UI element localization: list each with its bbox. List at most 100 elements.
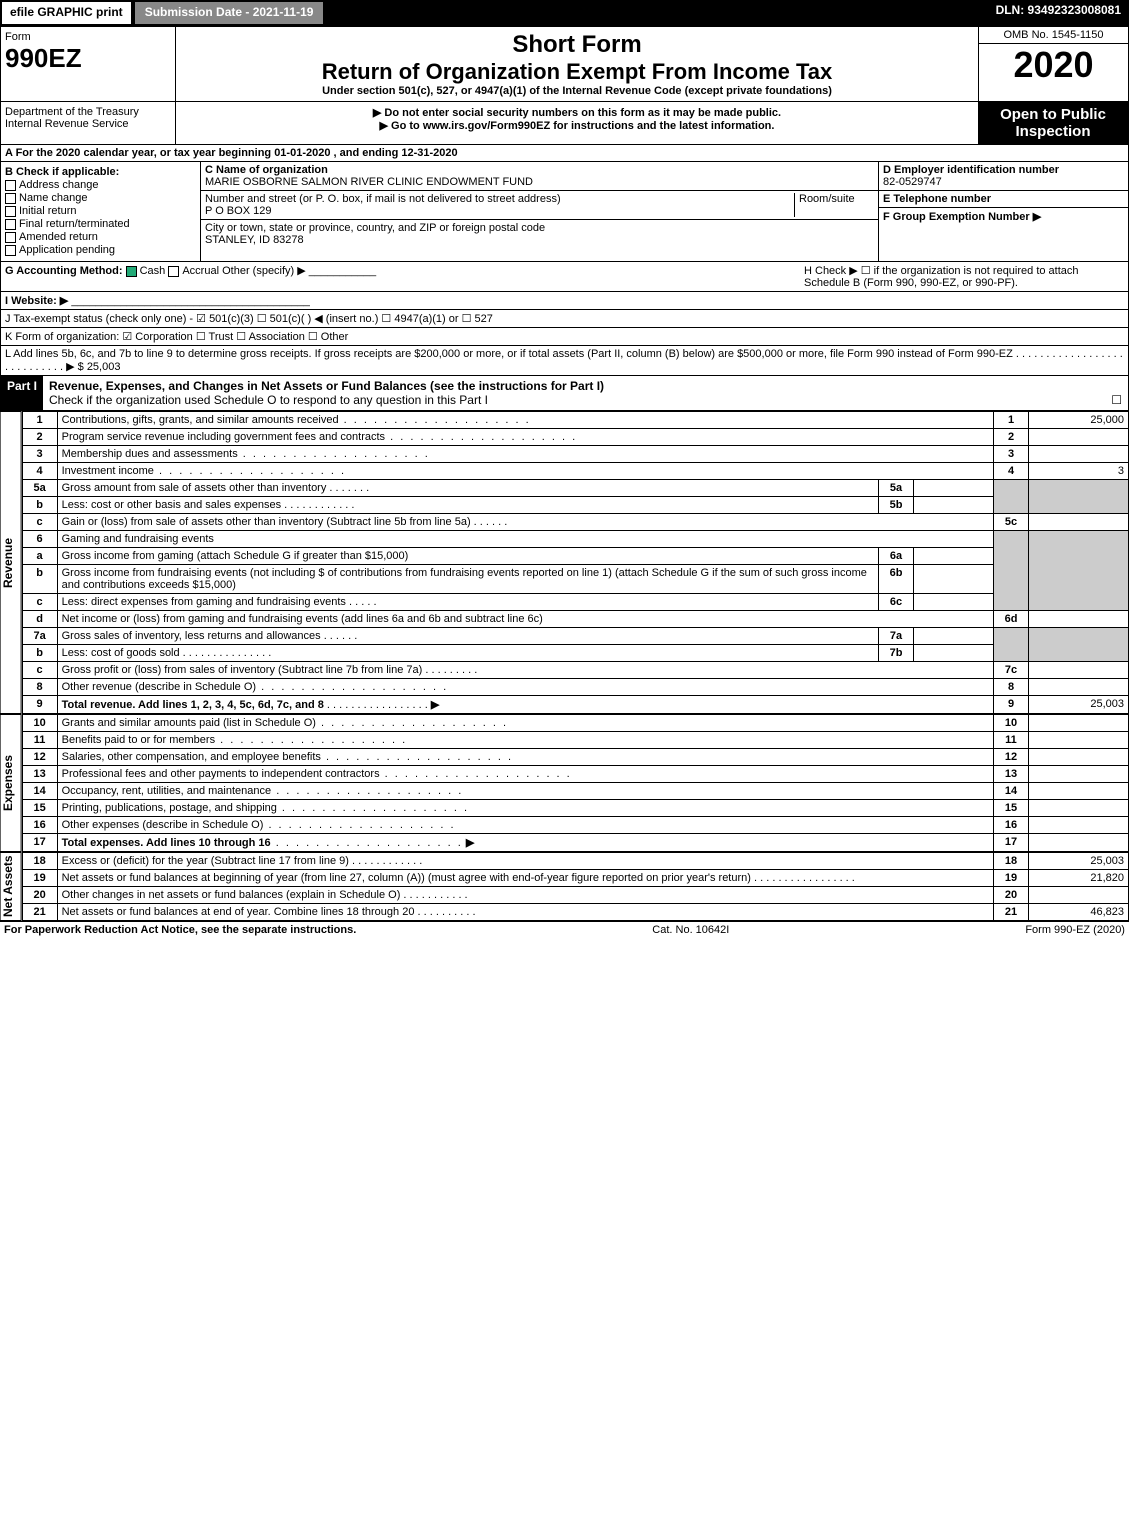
chk-name-change[interactable]: Name change (5, 192, 196, 204)
line6b-sub: 6b (879, 565, 914, 594)
line6c-text: Less: direct expenses from gaming and fu… (62, 596, 346, 608)
line6d-amt (1029, 611, 1129, 628)
ssn-warning: ▶ Do not enter social security numbers o… (180, 106, 974, 119)
line16-text: Other expenses (describe in Schedule O) (62, 819, 264, 831)
line5a-sub: 5a (879, 480, 914, 497)
line5b-amt (914, 497, 994, 514)
chk-cash[interactable] (126, 266, 137, 277)
expenses-table: 10 Grants and similar amounts paid (list … (22, 714, 1129, 852)
part1-checkbox[interactable]: ☐ (1111, 393, 1122, 407)
line8-text: Other revenue (describe in Schedule O) (62, 681, 256, 693)
line12-amt (1029, 749, 1129, 766)
line6-text: Gaming and fundraising events (57, 531, 993, 548)
revenue-section-label: Revenue (0, 411, 22, 714)
chk-address-change[interactable]: Address change (5, 179, 196, 191)
arrow-icon: ▶ (466, 837, 474, 849)
line11-num: 11 (994, 732, 1029, 749)
line9-text: Total revenue. Add lines 1, 2, 3, 4, 5c,… (62, 699, 324, 711)
ein: 82-0529747 (883, 176, 942, 188)
chk-amended-return[interactable]: Amended return (5, 231, 196, 243)
line-g-h: G Accounting Method: Cash Accrual Other … (0, 262, 1129, 292)
chk-application-pending[interactable]: Application pending (5, 244, 196, 256)
line10-text: Grants and similar amounts paid (list in… (62, 717, 316, 729)
open-inspection: Open to Public Inspection (978, 102, 1128, 144)
line14-text: Occupancy, rent, utilities, and maintena… (62, 785, 272, 797)
line21-amt: 46,823 (1029, 904, 1129, 921)
line4-text: Investment income (62, 465, 154, 477)
line8-amt (1029, 679, 1129, 696)
line17-text: Total expenses. Add lines 10 through 16 (62, 837, 271, 849)
city-label: City or town, state or province, country… (205, 222, 545, 234)
line6d-num: 6d (994, 611, 1029, 628)
line6c-sub: 6c (879, 594, 914, 611)
line21-text: Net assets or fund balances at end of ye… (62, 906, 415, 918)
line6a-sub: 6a (879, 548, 914, 565)
efile-print-button[interactable]: efile GRAPHIC print (0, 0, 133, 26)
line-l: L Add lines 5b, 6c, and 7b to line 9 to … (0, 346, 1129, 376)
line7c-text: Gross profit or (loss) from sales of inv… (62, 664, 423, 676)
line4-num: 4 (994, 463, 1029, 480)
netassets-table: 18Excess or (deficit) for the year (Subt… (22, 852, 1129, 921)
line10-amt (1029, 715, 1129, 732)
omb-number: OMB No. 1545-1150 (979, 27, 1128, 44)
line10-num: 10 (994, 715, 1029, 732)
chk-final-return[interactable]: Final return/terminated (5, 218, 196, 230)
line11-text: Benefits paid to or for members (62, 734, 215, 746)
part1-check-text: Check if the organization used Schedule … (49, 393, 488, 407)
line9-amt: 25,003 (1029, 696, 1129, 714)
l-amount: ▶ $ 25,003 (66, 361, 120, 373)
line8-num: 8 (994, 679, 1029, 696)
d-label: D Employer identification number (883, 164, 1059, 176)
g-label: G Accounting Method: (5, 265, 123, 277)
line2-num: 2 (994, 429, 1029, 446)
dln: DLN: 93492323008081 (988, 0, 1129, 26)
dept-row: Department of the Treasury Internal Reve… (0, 102, 1129, 145)
part1-label: Part I (1, 376, 43, 410)
line4-amt: 3 (1029, 463, 1129, 480)
form-header: Form 990EZ Short Form Return of Organiza… (0, 26, 1129, 102)
line20-text: Other changes in net assets or fund bala… (62, 889, 401, 901)
top-bar: efile GRAPHIC print Submission Date - 20… (0, 0, 1129, 26)
line6c-amt (914, 594, 994, 611)
chk-accrual[interactable] (168, 266, 179, 277)
line5c-amt (1029, 514, 1129, 531)
line16-amt (1029, 817, 1129, 834)
line6d-text: Net income or (loss) from gaming and fun… (57, 611, 993, 628)
line7c-num: 7c (994, 662, 1029, 679)
right-col: D Employer identification number 82-0529… (878, 162, 1128, 261)
line9-num: 9 (994, 696, 1029, 714)
line19-text: Net assets or fund balances at beginning… (62, 872, 751, 884)
line5b-text: Less: cost or other basis and sales expe… (62, 499, 282, 511)
goto-link[interactable]: ▶ Go to www.irs.gov/Form990EZ for instru… (180, 119, 974, 132)
org-name: MARIE OSBORNE SALMON RIVER CLINIC ENDOWM… (205, 176, 533, 188)
line7a-sub: 7a (879, 628, 914, 645)
line7c-amt (1029, 662, 1129, 679)
line-j: J Tax-exempt status (check only one) - ☑… (0, 310, 1129, 328)
b-title: B Check if applicable: (5, 166, 119, 178)
other-label: Other (specify) ▶ (222, 265, 306, 277)
line5a-amt (914, 480, 994, 497)
line18-num: 18 (994, 853, 1029, 870)
form-number: 990EZ (5, 43, 171, 74)
tax-year: 2020 (979, 44, 1128, 86)
arrow-icon: ▶ (431, 699, 439, 711)
revenue-table: 1Contributions, gifts, grants, and simil… (22, 411, 1129, 714)
line3-text: Membership dues and assessments (62, 448, 238, 460)
cash-label: Cash (140, 265, 166, 277)
line6b-text: Gross income from fundraising events (no… (62, 567, 867, 591)
part1-title: Revenue, Expenses, and Changes in Net As… (49, 379, 604, 393)
line6b-amt (914, 565, 994, 594)
chk-initial-return[interactable]: Initial return (5, 205, 196, 217)
expenses-section-label: Expenses (0, 714, 22, 852)
line5c-num: 5c (994, 514, 1029, 531)
line17-amt (1029, 834, 1129, 852)
line17-num: 17 (994, 834, 1029, 852)
line14-amt (1029, 783, 1129, 800)
section-b-checks: B Check if applicable: Address change Na… (1, 162, 201, 261)
line11-amt (1029, 732, 1129, 749)
line7a-amt (914, 628, 994, 645)
line16-num: 16 (994, 817, 1029, 834)
line19-amt: 21,820 (1029, 870, 1129, 887)
line15-text: Printing, publications, postage, and shi… (62, 802, 277, 814)
f-label: F Group Exemption Number ▶ (883, 211, 1041, 223)
